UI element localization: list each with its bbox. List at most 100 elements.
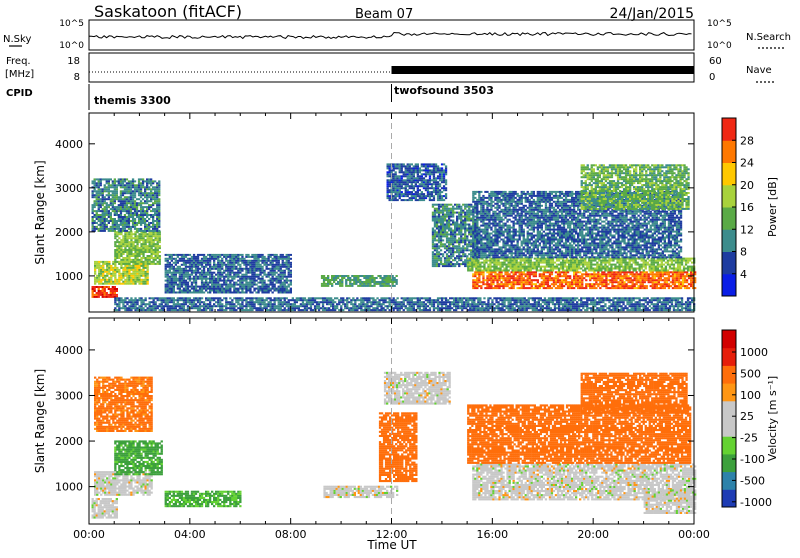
pixel-6 <box>407 193 409 195</box>
pixel-8 <box>619 285 621 287</box>
pixel-8 <box>656 287 658 289</box>
pixel-7 <box>442 255 444 257</box>
pixel-4 <box>255 270 257 272</box>
pixel-4 <box>253 270 255 272</box>
pixel-4 <box>179 272 181 274</box>
pixel-2 <box>130 259 132 261</box>
pixel-0 <box>112 288 114 290</box>
pixel-4 <box>211 274 213 276</box>
pixel-1 <box>112 273 114 275</box>
pixel-4 <box>195 286 197 288</box>
pixel-3 <box>100 224 102 226</box>
pixel-8 <box>583 287 585 289</box>
pixel-4 <box>245 268 247 270</box>
pixel-7 <box>438 220 440 222</box>
pixel-4 <box>276 290 278 292</box>
pixel-1 <box>94 271 96 273</box>
pixel-7 <box>446 265 448 267</box>
pixel-2 <box>157 261 159 263</box>
pixel-6 <box>407 179 409 181</box>
pixel-4 <box>201 284 203 286</box>
pixel-7 <box>468 228 470 230</box>
pixel-6 <box>433 183 435 185</box>
pixel-4 <box>247 272 249 274</box>
pixel-4 <box>205 262 207 264</box>
pixel-4 <box>167 288 169 290</box>
pixel-4 <box>199 286 201 288</box>
pixel-8 <box>543 271 545 273</box>
pixel-3 <box>102 228 104 230</box>
pixel-8 <box>636 275 638 277</box>
pixel-0 <box>98 286 100 288</box>
pixel-4 <box>221 276 223 278</box>
pixel-8 <box>648 279 650 281</box>
pixel-6 <box>439 177 441 179</box>
pixel-5 <box>392 279 394 281</box>
pixel-7 <box>468 204 470 206</box>
pixel-4 <box>274 256 276 258</box>
pixel-4 <box>197 256 199 258</box>
pixel-3 <box>98 230 100 232</box>
pixel-4 <box>255 262 257 264</box>
pixel-8 <box>511 277 513 279</box>
pixel-2 <box>140 243 142 245</box>
pixel-3 <box>140 212 142 214</box>
pixel-4 <box>171 288 173 290</box>
pixel-3 <box>134 228 136 230</box>
pixel-7 <box>442 218 444 220</box>
pixel-5 <box>339 283 341 285</box>
pixel-8 <box>652 273 654 275</box>
pixel-1 <box>114 267 116 269</box>
pixel-3 <box>114 184 116 186</box>
pixel-3 <box>116 180 118 182</box>
pixel-7 <box>432 253 434 255</box>
pixel-5 <box>388 275 390 277</box>
pixel-8 <box>488 287 490 289</box>
pixel-4 <box>185 290 187 292</box>
pixel-4 <box>185 276 187 278</box>
pixel-5 <box>345 279 347 281</box>
pixel-7 <box>460 218 462 220</box>
pixel-3 <box>100 230 102 232</box>
pixel-7 <box>444 265 446 267</box>
pixel-8 <box>563 281 565 283</box>
pixel-7 <box>470 245 472 247</box>
pixel-8 <box>656 275 658 277</box>
pixel-6 <box>417 195 419 197</box>
pixel-3 <box>102 230 104 232</box>
pixel-4 <box>165 266 167 268</box>
pixel-1 <box>130 265 132 267</box>
pixel-3 <box>114 210 116 212</box>
pixel-7 <box>468 241 470 243</box>
pixel-7 <box>434 253 436 255</box>
pixel-6 <box>421 193 423 195</box>
pixel-7 <box>434 245 436 247</box>
pixel-8 <box>504 281 506 283</box>
pixel-6 <box>437 199 439 201</box>
pixel-3 <box>122 224 124 226</box>
pixel-6 <box>411 163 413 165</box>
pixel-6 <box>397 189 399 191</box>
pixel-4 <box>255 268 257 270</box>
pixel-4 <box>205 290 207 292</box>
pixel-7 <box>466 210 468 212</box>
pixel-3 <box>156 188 158 190</box>
pixel-7 <box>470 239 472 241</box>
pixel-0 <box>104 296 106 298</box>
pixel-8 <box>630 271 632 273</box>
pixel-5 <box>341 279 343 281</box>
pixel-8 <box>617 273 619 275</box>
pixel-3 <box>130 230 132 232</box>
pixel-4 <box>286 266 288 268</box>
pixel-8 <box>583 277 585 279</box>
pixel-4 <box>193 272 195 274</box>
pixel-8 <box>611 285 613 287</box>
pixel-6 <box>419 167 421 169</box>
pixel-8 <box>531 283 533 285</box>
pixel-3 <box>120 206 122 208</box>
pixel-4 <box>229 280 231 282</box>
pixel-3 <box>108 214 110 216</box>
pixel-3 <box>98 190 100 192</box>
pixel-6 <box>443 175 445 177</box>
pixel-8 <box>587 285 589 287</box>
